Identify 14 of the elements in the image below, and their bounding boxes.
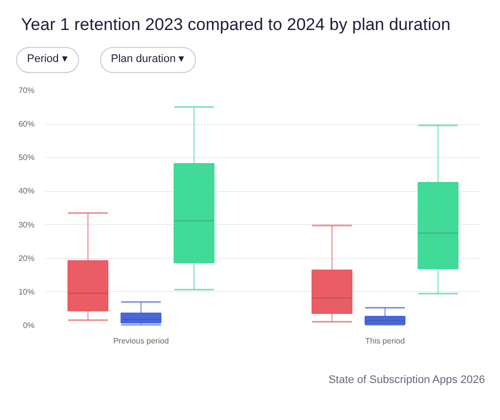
x-tick-label: Previous period (113, 336, 169, 346)
y-tick-label: 0% (22, 320, 34, 330)
text: State of Subscription Apps 2026 (328, 372, 485, 388)
x-tick-label: This period (365, 336, 405, 346)
y-tick-label: 40% (18, 186, 35, 196)
y-tick-label: 60% (18, 120, 35, 129)
y-tick-label: 20% (18, 254, 35, 263)
y-tick-label: 50% (18, 153, 35, 162)
text: Period ▾ (27, 52, 68, 68)
y-tick-label: 10% (18, 287, 35, 296)
y-tick-label: 30% (18, 220, 35, 230)
text: Plan duration ▾ (110, 52, 185, 68)
y-tick-label: 70% (18, 86, 35, 95)
chart-title: Year 1 retention 2023 compared to 2024 by plan duration (21, 14, 450, 36)
